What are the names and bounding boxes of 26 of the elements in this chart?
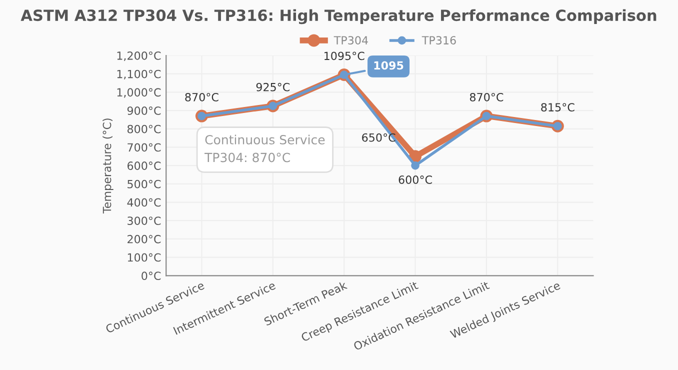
y-tick-label: 900°C (127, 106, 161, 115)
y-tick-label: 1,200°C (117, 51, 161, 62)
point (411, 161, 420, 170)
data-label: 925°C (256, 82, 290, 92)
data-label: 600°C (398, 175, 432, 184)
annotation: Continuous Service TP304: 870°C (204, 134, 325, 162)
data-label: 815°C (541, 103, 574, 112)
y-tick-label: 800°C (127, 124, 161, 134)
y-tick-label: 500°C (128, 180, 161, 188)
y-tick-label: 0°C (142, 272, 161, 280)
y-tick-label: 200°C (128, 234, 161, 244)
y-tick-label: 1,000°C (117, 88, 161, 98)
y-tick-label: 700°C (128, 143, 161, 152)
legend-label: TP304 (334, 36, 368, 44)
y-tick-label: 100°C (128, 253, 161, 262)
y-tick-label: 400°C (127, 198, 161, 207)
data-label: 1095°C (324, 52, 364, 60)
legend-label: TP316 (422, 36, 456, 44)
chart-title: ASTM A312 TP304 Vs. TP316: High Temperature Performance Comparison (20, 9, 656, 24)
data-label: 870°C (185, 92, 218, 102)
y-tick-label: 600°C (128, 162, 161, 170)
data-label: 870°C (470, 92, 504, 102)
y-axis-title: Temperature (°C) (102, 118, 114, 214)
y-tick-label: 300°C (128, 216, 161, 225)
y-tick-label: 1,100°C (117, 70, 161, 80)
annotation: 1095 (374, 61, 404, 70)
